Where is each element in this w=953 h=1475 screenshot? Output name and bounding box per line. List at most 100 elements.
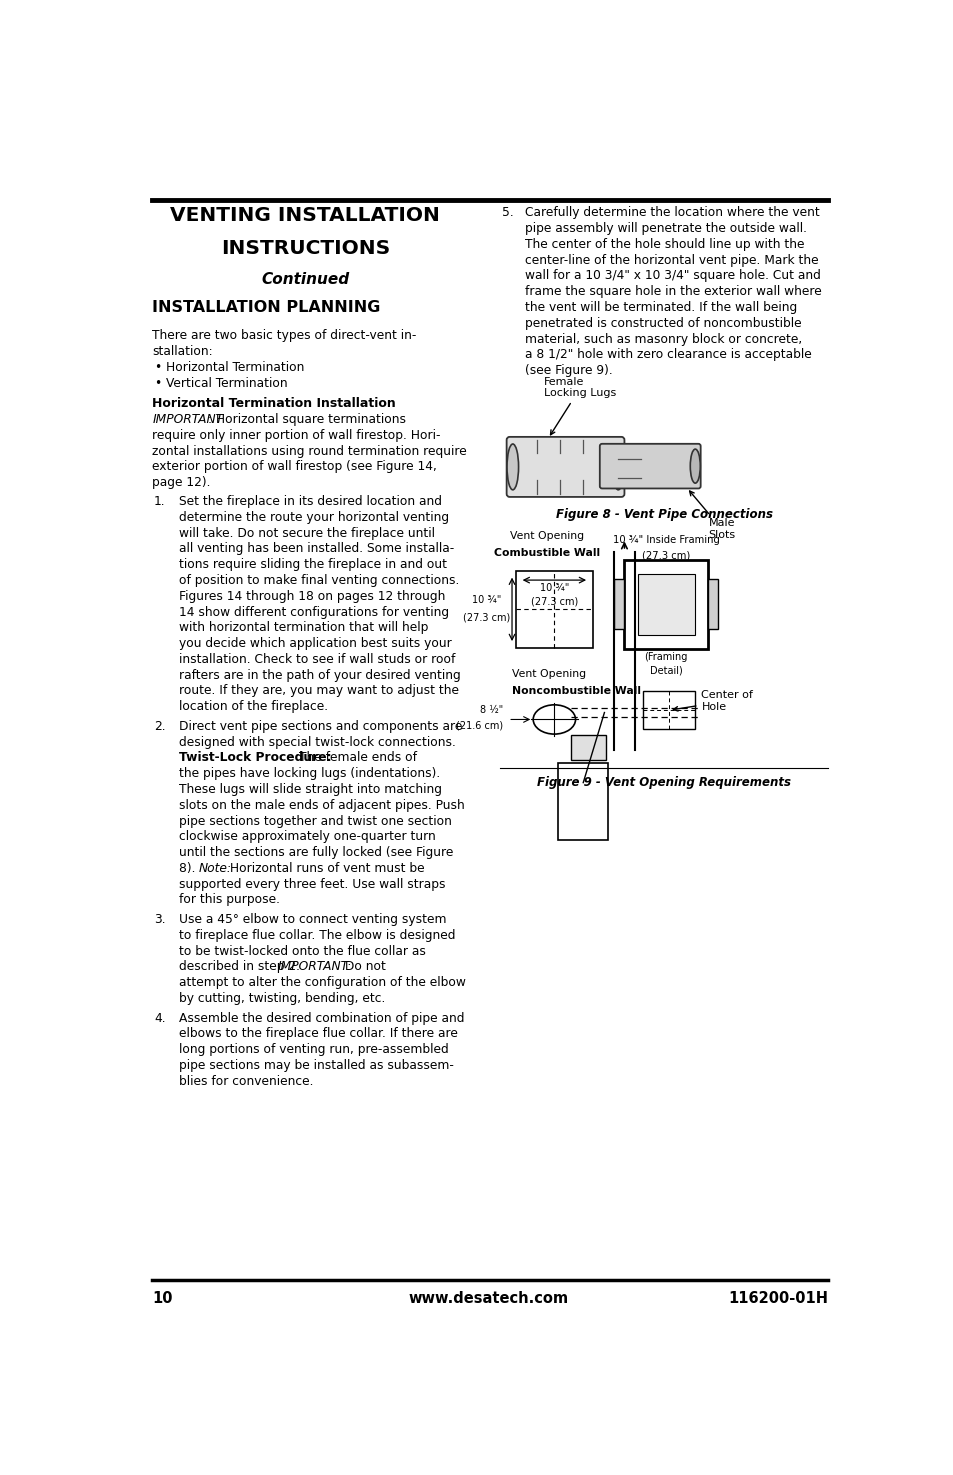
Text: The center of the hole should line up with the: The center of the hole should line up wi… <box>524 237 803 251</box>
Text: you decide which application best suits your: you decide which application best suits … <box>179 637 452 650</box>
Text: 10: 10 <box>152 1291 172 1307</box>
Text: : Horizontal square terminations: : Horizontal square terminations <box>208 413 405 426</box>
Text: •: • <box>153 361 161 375</box>
Text: a 8 1/2" hole with zero clearance is acceptable: a 8 1/2" hole with zero clearance is acc… <box>524 348 811 361</box>
Text: 8).: 8). <box>179 861 199 875</box>
Text: Female
Locking Lugs: Female Locking Lugs <box>544 376 616 435</box>
Text: with horizontal termination that will help: with horizontal termination that will he… <box>179 621 428 634</box>
Text: 10 ¾": 10 ¾" <box>539 583 569 593</box>
Bar <box>571 735 605 760</box>
Bar <box>637 574 694 634</box>
Text: determine the route your horizontal venting: determine the route your horizontal vent… <box>179 510 449 524</box>
Text: Figures 14 through 18 on pages 12 through: Figures 14 through 18 on pages 12 throug… <box>179 590 445 603</box>
Bar <box>558 764 608 841</box>
Text: pipe sections together and twist one section: pipe sections together and twist one sec… <box>179 814 452 827</box>
Text: rafters are in the path of your desired venting: rafters are in the path of your desired … <box>179 668 460 681</box>
Text: for this purpose.: for this purpose. <box>179 894 280 907</box>
Text: www.desatech.com: www.desatech.com <box>409 1291 568 1307</box>
Text: attempt to alter the configuration of the elbow: attempt to alter the configuration of th… <box>179 976 466 990</box>
Text: Do not: Do not <box>341 960 386 974</box>
Text: to be twist-locked onto the flue collar as: to be twist-locked onto the flue collar … <box>179 944 426 957</box>
Text: 3.: 3. <box>153 913 166 926</box>
Text: tions require sliding the fireplace in and out: tions require sliding the fireplace in a… <box>179 558 447 571</box>
Text: pipe assembly will penetrate the outside wall.: pipe assembly will penetrate the outside… <box>524 223 806 235</box>
Text: Center of
Hole: Center of Hole <box>673 690 753 712</box>
Text: Vent Opening: Vent Opening <box>512 670 585 680</box>
Text: Carefully determine the location where the vent: Carefully determine the location where t… <box>524 207 819 220</box>
Text: Use a 45° elbow to connect venting system: Use a 45° elbow to connect venting syste… <box>179 913 446 926</box>
Text: will take. Do not secure the fireplace until: will take. Do not secure the fireplace u… <box>179 527 435 540</box>
Text: Vent Opening: Vent Opening <box>509 531 583 541</box>
Text: location of the fireplace.: location of the fireplace. <box>179 701 328 714</box>
Ellipse shape <box>612 444 623 490</box>
Text: Twist-Lock Procedure:: Twist-Lock Procedure: <box>179 751 332 764</box>
Text: exterior portion of wall firestop (see Figure 14,: exterior portion of wall firestop (see F… <box>152 460 436 473</box>
Text: to fireplace flue collar. The elbow is designed: to fireplace flue collar. The elbow is d… <box>179 929 456 943</box>
Text: the pipes have locking lugs (indentations).: the pipes have locking lugs (indentation… <box>179 767 440 780</box>
Text: Male
Slots: Male Slots <box>689 491 735 540</box>
Text: page 12).: page 12). <box>152 476 211 490</box>
Text: until the sections are fully locked (see Figure: until the sections are fully locked (see… <box>179 847 454 858</box>
Ellipse shape <box>690 448 700 484</box>
Text: frame the square hole in the exterior wall where: frame the square hole in the exterior wa… <box>524 285 821 298</box>
Text: material, such as masonry block or concrete,: material, such as masonry block or concr… <box>524 332 801 345</box>
Text: route. If they are, you may want to adjust the: route. If they are, you may want to adju… <box>179 684 459 698</box>
Text: designed with special twist-lock connections.: designed with special twist-lock connect… <box>179 736 456 749</box>
Text: Detail): Detail) <box>649 665 681 676</box>
Text: Continued: Continued <box>261 271 349 286</box>
Text: 8 ½": 8 ½" <box>479 705 502 715</box>
Text: of position to make final venting connections.: of position to make final venting connec… <box>179 574 459 587</box>
Text: Figure 9 - Vent Opening Requirements: Figure 9 - Vent Opening Requirements <box>537 776 791 789</box>
Text: the vent will be terminated. If the wall being: the vent will be terminated. If the wall… <box>524 301 797 314</box>
Text: INSTALLATION PLANNING: INSTALLATION PLANNING <box>152 301 380 316</box>
Text: •: • <box>153 376 161 389</box>
Text: 10 ¾": 10 ¾" <box>472 594 500 605</box>
Text: 2.: 2. <box>153 720 166 733</box>
Text: VENTING INSTALLATION: VENTING INSTALLATION <box>171 207 439 226</box>
Text: pipe sections may be installed as subassem-: pipe sections may be installed as subass… <box>179 1059 454 1072</box>
Text: INSTRUCTIONS: INSTRUCTIONS <box>220 239 390 258</box>
FancyBboxPatch shape <box>599 444 700 488</box>
Ellipse shape <box>506 444 518 490</box>
Text: (27.3 cm): (27.3 cm) <box>641 550 689 560</box>
Bar <box>708 580 717 630</box>
Text: 116200-01H: 116200-01H <box>728 1291 827 1307</box>
Text: Noncombustible Wall: Noncombustible Wall <box>512 686 640 696</box>
Text: Vertical Termination: Vertical Termination <box>166 376 288 389</box>
FancyBboxPatch shape <box>506 437 624 497</box>
Text: (Framing: (Framing <box>643 652 687 662</box>
Text: Figure 8 - Vent Pipe Connections: Figure 8 - Vent Pipe Connections <box>556 507 772 521</box>
Text: Horizontal Termination Installation: Horizontal Termination Installation <box>152 397 395 410</box>
Text: blies for convenience.: blies for convenience. <box>179 1075 314 1089</box>
Text: supported every three feet. Use wall straps: supported every three feet. Use wall str… <box>179 878 445 891</box>
Text: clockwise approximately one-quarter turn: clockwise approximately one-quarter turn <box>179 830 436 844</box>
Text: Horizontal Termination: Horizontal Termination <box>166 361 304 375</box>
Text: Direct vent pipe sections and components are: Direct vent pipe sections and components… <box>179 720 462 733</box>
Text: Assemble the desired combination of pipe and: Assemble the desired combination of pipe… <box>179 1012 464 1025</box>
Text: IMPORTANT:: IMPORTANT: <box>277 960 352 974</box>
Text: long portions of venting run, pre-assembled: long portions of venting run, pre-assemb… <box>179 1043 449 1056</box>
Text: elbows to the fireplace flue collar. If there are: elbows to the fireplace flue collar. If … <box>179 1028 457 1040</box>
Text: slots on the male ends of adjacent pipes. Push: slots on the male ends of adjacent pipes… <box>179 799 465 811</box>
Text: The female ends of: The female ends of <box>298 751 416 764</box>
Text: (21.6 cm): (21.6 cm) <box>456 721 502 730</box>
Text: Horizontal runs of vent must be: Horizontal runs of vent must be <box>225 861 424 875</box>
Text: These lugs will slide straight into matching: These lugs will slide straight into matc… <box>179 783 442 796</box>
Text: 14 show different configurations for venting: 14 show different configurations for ven… <box>179 606 449 618</box>
Text: zontal installations using round termination require: zontal installations using round termina… <box>152 444 467 457</box>
Text: (27.3 cm): (27.3 cm) <box>530 596 578 606</box>
Text: center-line of the horizontal vent pipe. Mark the: center-line of the horizontal vent pipe.… <box>524 254 818 267</box>
Text: Combustible Wall: Combustible Wall <box>493 547 599 558</box>
Bar <box>642 690 695 730</box>
Bar <box>623 560 708 649</box>
Text: 10 ¾" Inside Framing: 10 ¾" Inside Framing <box>612 534 719 544</box>
Text: 4.: 4. <box>153 1012 166 1025</box>
Text: require only inner portion of wall firestop. Hori-: require only inner portion of wall fires… <box>152 429 440 442</box>
Text: 5.: 5. <box>501 207 514 220</box>
Text: by cutting, twisting, bending, etc.: by cutting, twisting, bending, etc. <box>179 993 385 1004</box>
Bar <box>614 580 623 630</box>
Text: Note:: Note: <box>198 861 232 875</box>
Text: 1.: 1. <box>153 496 166 507</box>
Text: Set the fireplace in its desired location and: Set the fireplace in its desired locatio… <box>179 496 442 507</box>
Ellipse shape <box>533 705 575 735</box>
